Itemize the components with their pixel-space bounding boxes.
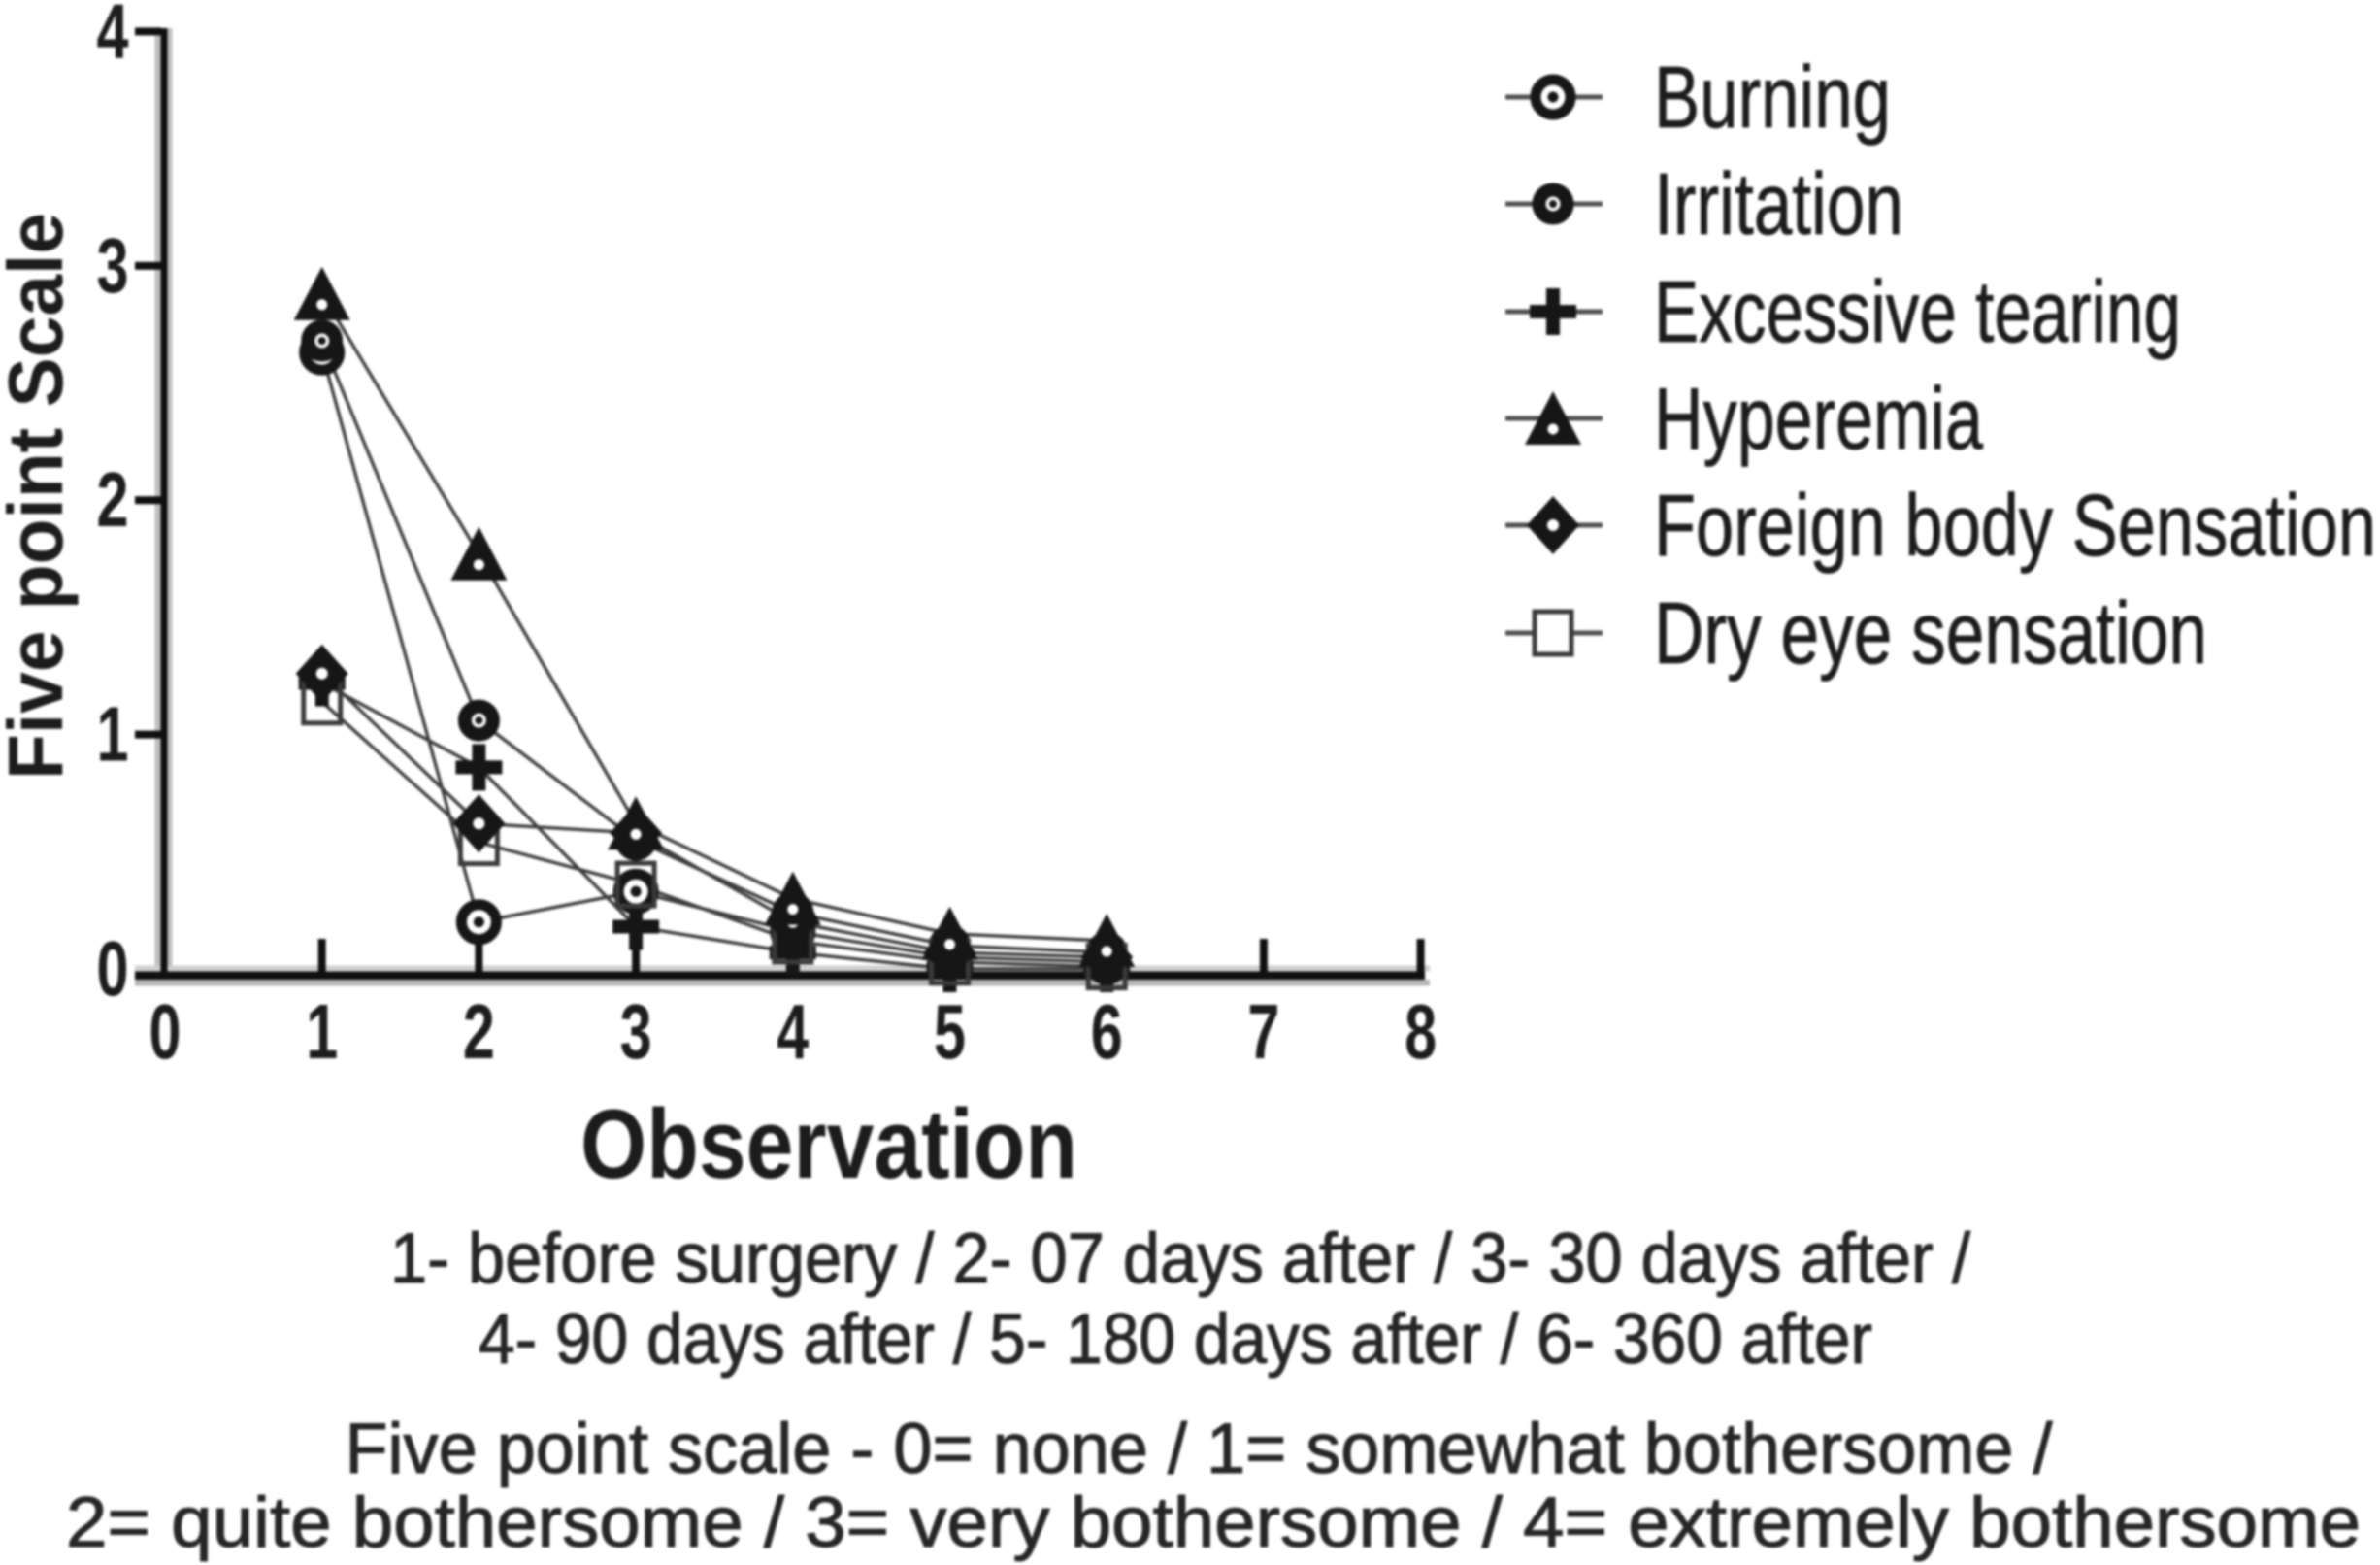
svg-text:4: 4	[777, 988, 809, 1075]
svg-text:Burning: Burning	[1654, 50, 1891, 147]
svg-text:0: 0	[97, 925, 129, 1012]
svg-text:3: 3	[97, 222, 129, 309]
svg-text:2: 2	[97, 456, 129, 543]
svg-text:2: 2	[463, 988, 495, 1075]
svg-text:3: 3	[620, 988, 652, 1075]
svg-text:Irritation: Irritation	[1654, 156, 1903, 253]
svg-text:Observation: Observation	[580, 1090, 1077, 1199]
svg-text:4: 4	[97, 0, 129, 74]
svg-text:Five point scale - 0= none / 1: Five point scale - 0= none / 1= somewhat…	[346, 1410, 2054, 1488]
svg-text:5: 5	[934, 988, 966, 1075]
svg-text:4- 90 days after / 5- 180 days: 4- 90 days after / 5- 180 days after / 6…	[479, 1300, 1872, 1379]
svg-text:Dry eye sensation: Dry eye sensation	[1654, 585, 2207, 683]
svg-text:1: 1	[306, 988, 338, 1075]
svg-text:8: 8	[1405, 988, 1437, 1075]
svg-text:1: 1	[97, 691, 129, 778]
svg-text:2= quite bothersome / 3= very: 2= quite bothersome / 3= very bothersome…	[66, 1483, 2361, 1562]
svg-text:6: 6	[1091, 988, 1123, 1075]
svg-text:0: 0	[149, 988, 182, 1075]
svg-text:7: 7	[1247, 988, 1279, 1075]
svg-text:Five point Scale: Five point Scale	[0, 213, 79, 780]
svg-text:Foreign body Sensation: Foreign body Sensation	[1654, 478, 2376, 575]
svg-text:Hyperemia: Hyperemia	[1654, 371, 1984, 468]
svg-text:1- before surgery / 2- 07 days: 1- before surgery / 2- 07 days after / 3…	[390, 1219, 1971, 1298]
svg-text:Excessive tearing: Excessive tearing	[1654, 264, 2181, 361]
